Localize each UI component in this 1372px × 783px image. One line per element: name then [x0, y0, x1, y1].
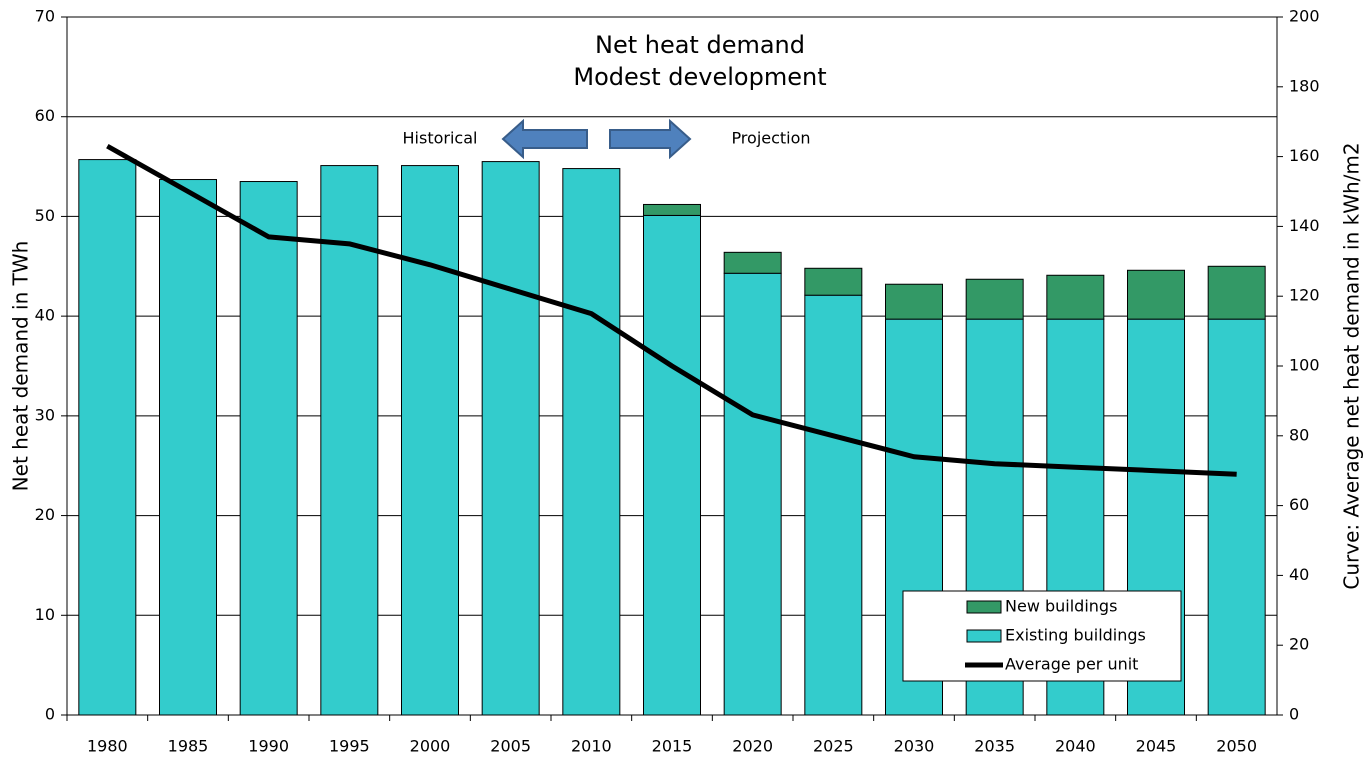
legend-swatch	[966, 600, 1002, 614]
x-tick-label: 2025	[813, 737, 854, 756]
legend-box	[902, 590, 1182, 682]
y2-tick-label: 200	[1289, 7, 1320, 26]
bar	[885, 283, 943, 320]
x-tick-label: 2045	[1136, 737, 1177, 756]
plot: 0102030405060700204060801001201401601802…	[35, 7, 1320, 756]
y2-tick-label: 100	[1289, 356, 1320, 375]
bar	[159, 179, 217, 716]
bar	[723, 251, 782, 274]
bar	[239, 181, 298, 716]
x-tick-label: 2050	[1216, 737, 1257, 756]
y-tick-label: 10	[35, 605, 55, 624]
x-tick-label: 2005	[490, 737, 531, 756]
x-tick-label: 1995	[329, 737, 370, 756]
y2-tick-label: 60	[1289, 495, 1309, 514]
y2-tick-label: 140	[1289, 216, 1320, 235]
y2-tick-label: 20	[1289, 635, 1309, 654]
legend-label: New buildings	[1005, 597, 1117, 616]
bar	[965, 278, 1024, 320]
bar	[643, 214, 701, 716]
bar	[804, 267, 863, 296]
y2-tick-label: 160	[1289, 146, 1320, 165]
y-tick-label: 0	[45, 705, 55, 724]
bar	[723, 272, 782, 716]
bar	[481, 161, 540, 716]
annotation: Historical	[403, 129, 478, 148]
y-tick-label: 70	[35, 7, 55, 26]
annotation: Projection	[731, 129, 810, 148]
chart-subtitle: Modest development	[573, 63, 826, 91]
chart-title: Net heat demand	[595, 31, 805, 59]
bar	[1046, 274, 1105, 320]
y-axis-label: Net heat demand in TWh	[9, 241, 33, 492]
y-tick-label: 50	[35, 206, 55, 225]
x-tick-label: 2040	[1055, 737, 1096, 756]
bar	[1207, 318, 1266, 716]
y2-tick-label: 120	[1289, 286, 1320, 305]
x-tick-label: 2000	[410, 737, 451, 756]
bar	[1127, 269, 1185, 320]
y2-tick-label: 0	[1289, 705, 1299, 724]
y-tick-label: 20	[35, 505, 55, 524]
bar	[78, 159, 137, 716]
bar	[562, 168, 621, 716]
bar	[401, 165, 459, 716]
y2-axis-label: Curve: Average net heat demand in kWh/m2	[1340, 142, 1364, 589]
x-tick-label: 1990	[248, 737, 289, 756]
x-tick-label: 1985	[168, 737, 209, 756]
legend-label: Existing buildings	[1005, 626, 1146, 645]
x-tick-label: 2015	[652, 737, 693, 756]
arrow-right	[609, 118, 692, 160]
x-tick-label: 2010	[571, 737, 612, 756]
line	[106, 143, 1237, 477]
y2-tick-label: 180	[1289, 76, 1320, 95]
bar	[643, 203, 701, 216]
bar	[1207, 265, 1266, 320]
legend-label: Average per unit	[1005, 655, 1138, 674]
bar	[804, 294, 863, 716]
y2-tick-label: 80	[1289, 425, 1309, 444]
y-tick-label: 60	[35, 106, 55, 125]
bar	[320, 165, 379, 716]
y-tick-label: 30	[35, 405, 55, 424]
x-tick-label: 1980	[87, 737, 128, 756]
legend-swatch	[966, 629, 1002, 643]
x-tick-label: 2030	[894, 737, 935, 756]
x-tick-label: 2035	[974, 737, 1015, 756]
y2-tick-label: 40	[1289, 565, 1309, 584]
y-tick-label: 40	[35, 306, 55, 325]
arrow-left	[501, 118, 588, 160]
x-tick-label: 2020	[732, 737, 773, 756]
